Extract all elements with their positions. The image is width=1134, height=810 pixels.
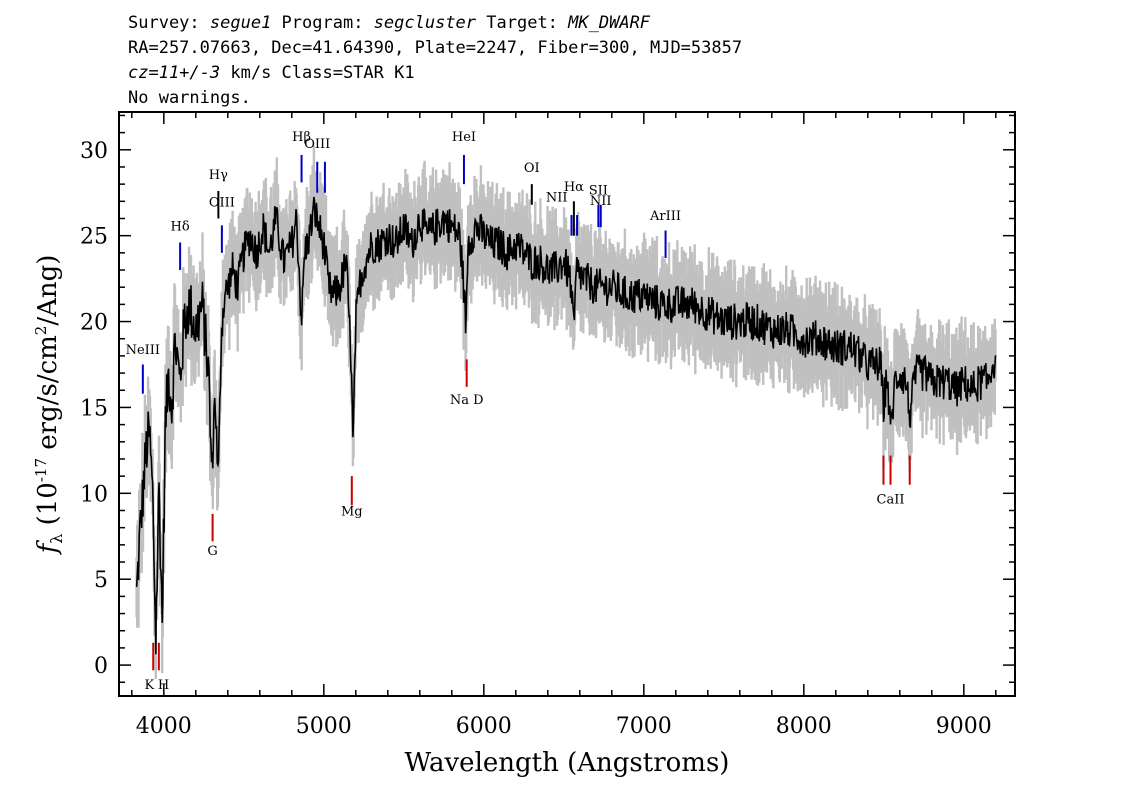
line-label: Na D <box>450 393 484 408</box>
header-target-value: MK_DWARF <box>567 13 651 33</box>
line-label: NeIII <box>126 343 160 358</box>
y-tick-label: 10 <box>80 482 108 507</box>
x-axis: 4000 5000 6000 7000 8000 9000 <box>131 112 997 739</box>
line-label: CaII <box>877 493 905 508</box>
line-label: OI <box>524 161 540 176</box>
header-line-warnings: No warnings. <box>128 88 251 108</box>
header-survey-value: segue1 <box>210 13 271 33</box>
y-axis-label-units-b: erg/s/cm <box>33 335 63 458</box>
line-label: OIII <box>209 195 235 210</box>
header-class-value: km/s Class=STAR K1 <box>220 63 414 83</box>
y-axis-label-units-c: /Ang) <box>33 255 63 326</box>
y-axis-label: fλ (10-17 erg/s/cm2/Ang) <box>32 255 66 556</box>
line-label: Hδ <box>171 220 190 235</box>
y-axis: 0 5 10 15 20 25 30 <box>80 114 1015 684</box>
y-tick-label: 20 <box>80 311 108 336</box>
line-label: HeI <box>452 130 476 145</box>
flux-line <box>135 196 997 655</box>
line-label: K <box>145 678 155 693</box>
x-tick-label: 8000 <box>776 714 832 739</box>
y-axis-label-lambda: λ <box>47 534 66 544</box>
x-tick-label: 6000 <box>456 714 512 739</box>
plot-frame <box>118 111 1016 697</box>
header-line-survey: Survey: segue1 Program: segcluster Targe… <box>128 13 651 33</box>
line-label: NII <box>546 190 568 205</box>
y-axis-label-sq: 2 <box>32 326 50 336</box>
x-tick-label: 5000 <box>296 714 352 739</box>
header-program-value: segcluster <box>374 13 477 33</box>
x-tick-label: 9000 <box>936 714 992 739</box>
line-label: SII <box>589 183 608 198</box>
y-tick-label: 15 <box>80 396 108 421</box>
y-tick-label: 0 <box>94 654 108 679</box>
flux-series <box>135 196 997 655</box>
line-label: Hα <box>564 180 584 195</box>
y-tick-label: 5 <box>94 568 108 593</box>
line-label: Hγ <box>209 168 228 183</box>
line-label: Hβ <box>292 130 311 145</box>
line-label: NII <box>590 194 612 209</box>
header-target-key: Target: <box>476 13 568 33</box>
y-axis-label-units-a: (10 <box>33 482 63 534</box>
header-line-redshift: cz=11+/-3 km/s Class=STAR K1 <box>128 63 415 83</box>
header-block: Survey: segue1 Program: segcluster Targe… <box>128 13 742 108</box>
x-tick-label: 4000 <box>136 714 192 739</box>
header-line-coordinates: RA=257.07663, Dec=41.64390, Plate=2247, … <box>128 38 742 58</box>
y-tick-label: 30 <box>80 139 108 164</box>
line-label: OIII <box>304 137 330 152</box>
y-axis-label-exp: -17 <box>32 458 50 482</box>
line-label: G <box>207 544 217 559</box>
x-axis-label: Wavelength (Angstroms) <box>405 748 730 778</box>
y-tick-label: 25 <box>80 225 108 250</box>
header-program-key: Program: <box>271 13 373 33</box>
header-cz-value: cz=11+/-3 <box>128 63 220 83</box>
line-label: Mg <box>341 505 363 520</box>
x-tick-label: 7000 <box>616 714 672 739</box>
header-survey-key: Survey: <box>128 13 210 33</box>
line-label: ArIII <box>649 209 681 224</box>
